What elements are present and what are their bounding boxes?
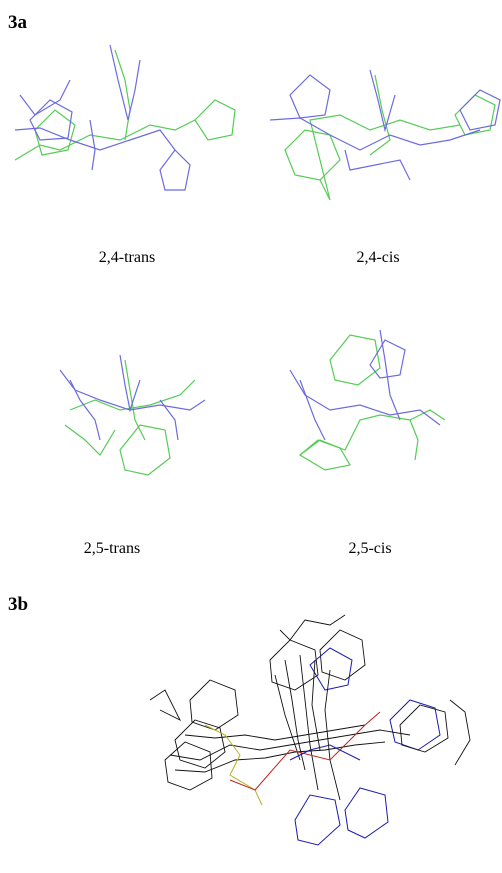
bond-line <box>400 705 448 752</box>
panel-label: 3a <box>8 12 28 33</box>
bond-line <box>312 660 320 750</box>
bond-line <box>120 425 170 475</box>
bond-line <box>20 80 70 115</box>
panel-label: 3b <box>8 594 28 615</box>
bond-line <box>450 700 470 765</box>
bond-line <box>185 725 365 740</box>
bond-line <box>285 130 340 180</box>
bond-line <box>300 380 325 440</box>
bond-line <box>190 680 238 730</box>
caption: 2,5-cis <box>348 540 391 557</box>
figure: 3a <box>0 0 502 873</box>
bond-line <box>300 440 350 470</box>
bond-line <box>345 150 410 180</box>
bond-line <box>310 648 352 690</box>
bond-line <box>70 380 100 440</box>
bond-line <box>290 75 330 118</box>
molecule <box>15 45 235 190</box>
bond-line <box>165 742 212 790</box>
bond-line <box>90 120 95 170</box>
bond-line <box>370 340 405 378</box>
bond-line <box>205 725 262 805</box>
bond-line <box>120 355 140 410</box>
bond-line <box>370 70 395 130</box>
bond-line <box>325 670 340 800</box>
caption: 2,4-cis <box>356 249 399 266</box>
bond-line <box>195 100 235 140</box>
bond-line <box>295 795 340 845</box>
caption: 2,4-trans <box>99 249 155 266</box>
bond-line <box>390 700 440 750</box>
bond-line <box>280 615 345 640</box>
page: 3a <box>0 0 502 873</box>
bond-line <box>65 425 115 455</box>
bond-line <box>160 150 190 190</box>
bond-line <box>115 50 130 140</box>
bond-line <box>150 690 180 720</box>
bond-line <box>170 730 410 760</box>
molecule <box>270 70 500 200</box>
bond-line <box>410 420 418 460</box>
bond-line <box>345 788 388 838</box>
molecule-overlay <box>150 615 470 845</box>
molecule <box>290 330 445 470</box>
molecule <box>60 355 205 475</box>
caption: 2,5-trans <box>84 540 140 557</box>
